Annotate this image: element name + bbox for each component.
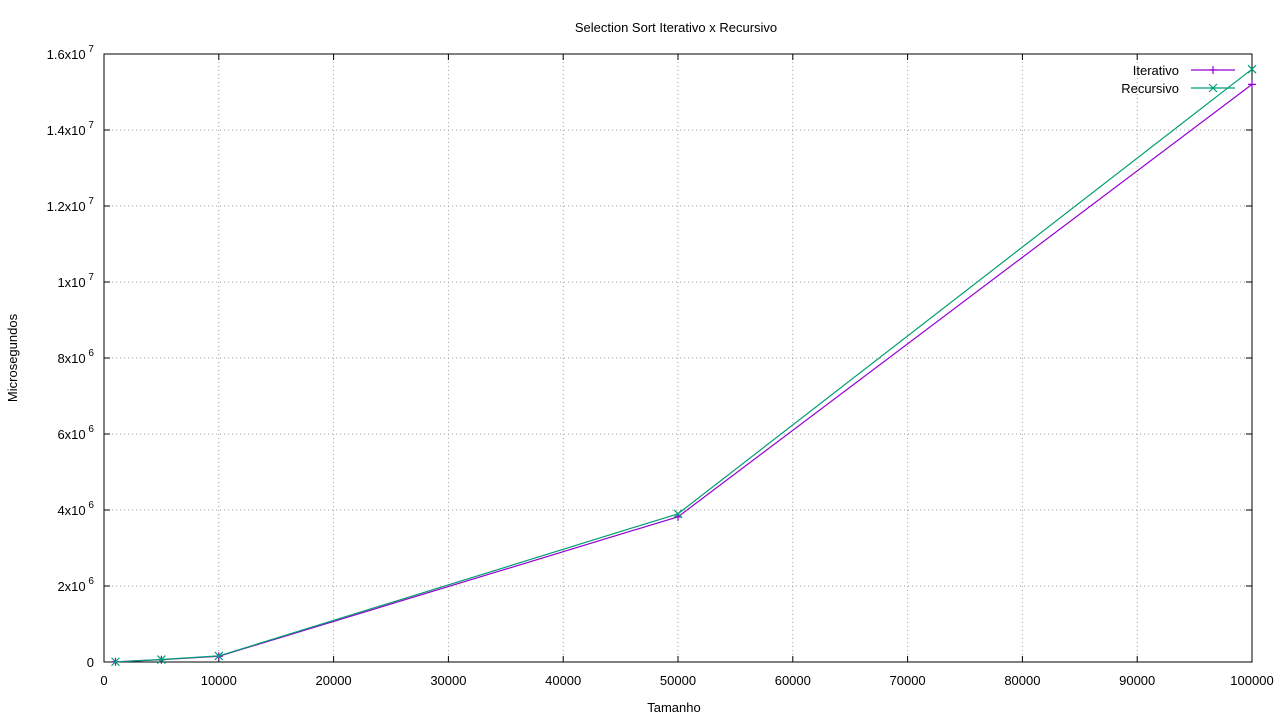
- legend-marker-iterativo: [1209, 66, 1217, 74]
- x-tick-label: 70000: [890, 673, 926, 688]
- x-tick-label: 40000: [545, 673, 581, 688]
- legend-label-recursivo: Recursivo: [1121, 81, 1179, 96]
- x-axis-label: Tamanho: [647, 700, 700, 715]
- y-tick-label: 1x10 7: [57, 272, 94, 290]
- x-tick-label: 60000: [775, 673, 811, 688]
- legend: Iterativo Recursivo: [1121, 63, 1235, 96]
- y-tick-label: 4x10 6: [57, 500, 94, 518]
- x-tick-label: 100000: [1230, 673, 1273, 688]
- y-tick-label: 6x10 6: [57, 424, 94, 442]
- x-tick-label: 80000: [1004, 673, 1040, 688]
- legend-label-iterativo: Iterativo: [1133, 63, 1179, 78]
- y-tick-label: 1.4x10 7: [47, 120, 95, 138]
- y-tick-label: 1.6x10 7: [47, 44, 95, 62]
- x-tick-label: 30000: [430, 673, 466, 688]
- data-point-recursivo: [214, 651, 224, 661]
- grid-lines: [104, 54, 1252, 662]
- y-tick-label: 0: [87, 655, 94, 670]
- series-lines: [111, 64, 1257, 667]
- data-point-recursivo: [156, 655, 166, 664]
- axis-ticks: 0 10000 20000 30000 40000 50000 60000 70000 8000…: [47, 44, 1274, 688]
- x-tick-label: 0: [100, 673, 107, 688]
- y-tick-label: 1.2x10 7: [47, 196, 95, 214]
- x-tick-label: 20000: [316, 673, 352, 688]
- plot-frame: [103, 53, 1253, 663]
- legend-marker-recursivo: [1208, 83, 1218, 93]
- x-tick-label: 10000: [201, 673, 237, 688]
- data-point-recursivo: [673, 509, 683, 519]
- data-point-recursivo: [111, 657, 120, 667]
- x-tick-label: 90000: [1119, 673, 1155, 688]
- data-point-iterativo: [1248, 80, 1256, 89]
- chart-title: Selection Sort Iterativo x Recursivo: [575, 20, 777, 35]
- x-tick-label: 50000: [660, 673, 696, 688]
- y-tick-label: 2x10 6: [57, 576, 94, 594]
- y-axis-label: Microsegundos: [5, 313, 20, 402]
- y-tick-label: 8x10 6: [57, 348, 94, 366]
- data-point-recursivo: [1247, 64, 1257, 74]
